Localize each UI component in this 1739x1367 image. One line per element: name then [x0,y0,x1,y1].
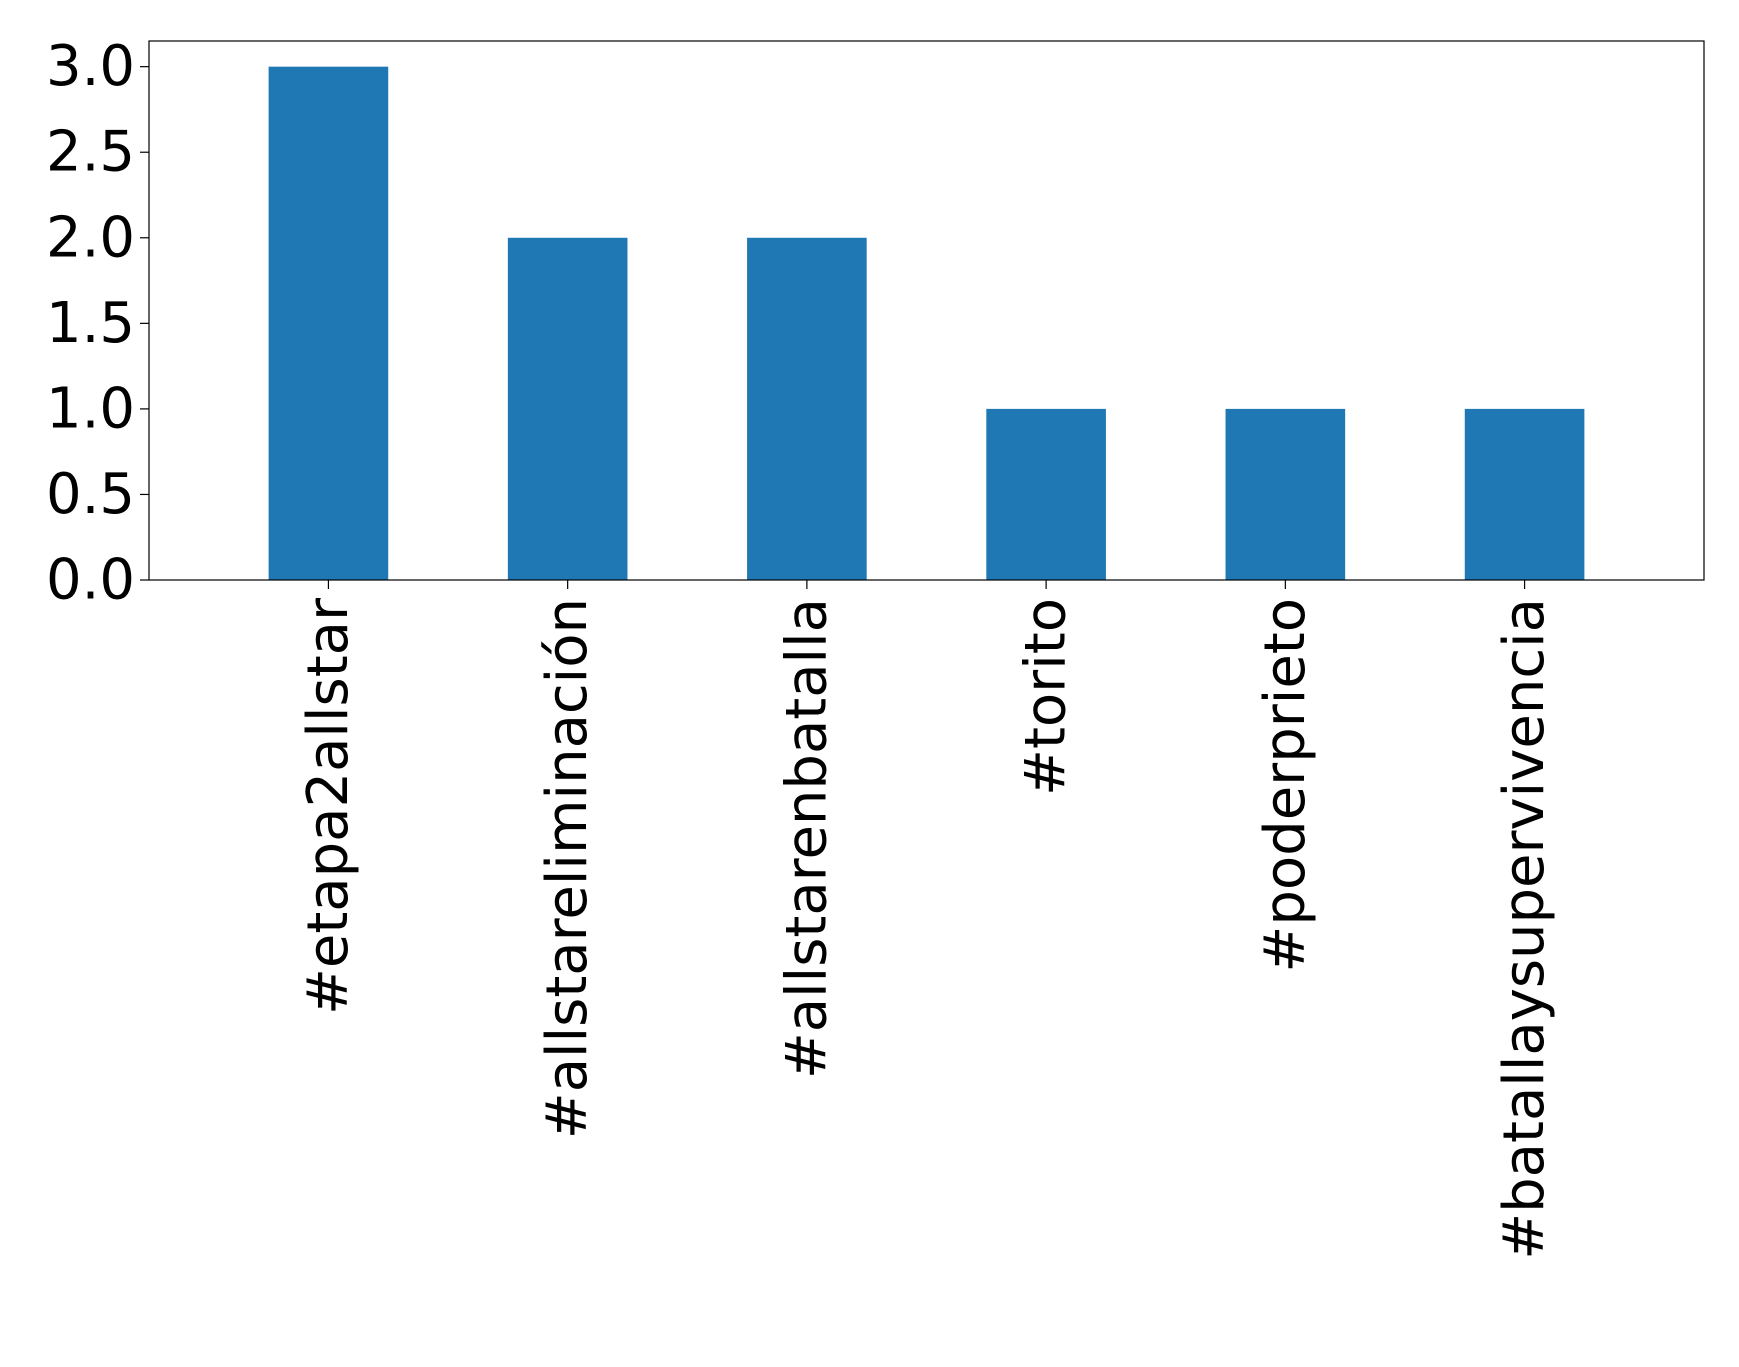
x-tick-label: #etapa2allstar [296,597,361,1015]
plot-area-frame [148,40,1705,581]
x-tick-label: #batallaysupervivencia [1492,598,1557,1260]
y-tick-label: 1.0 [46,376,135,441]
y-tick-label: 1.5 [46,291,135,356]
y-tick-label: 0.5 [46,462,135,527]
x-tick-label: #allstareliminación [535,598,600,1139]
x-tick-label: #poderprieto [1253,598,1318,973]
bar-2 [747,237,867,580]
y-tick-label: 3.0 [46,34,135,99]
y-axis-ticks: 0.0 0.5 1.0 1.5 2.0 2.5 3.0 [46,34,149,613]
x-axis-ticks: #etapa2allstar #allstareliminación #allsta… [296,580,1557,1260]
bars-group [268,66,1585,580]
bar-4 [1225,408,1346,580]
y-tick-label: 2.5 [46,120,135,185]
bar-1 [507,237,628,580]
y-tick-label: 2.0 [46,205,135,270]
bar-3 [986,408,1106,580]
bar-0 [268,66,389,580]
y-tick-label: 0.0 [46,548,135,613]
x-tick-label: #torito [1014,598,1079,796]
x-tick-label: #allstarenbatalla [774,598,839,1079]
bar-5 [1464,408,1585,580]
